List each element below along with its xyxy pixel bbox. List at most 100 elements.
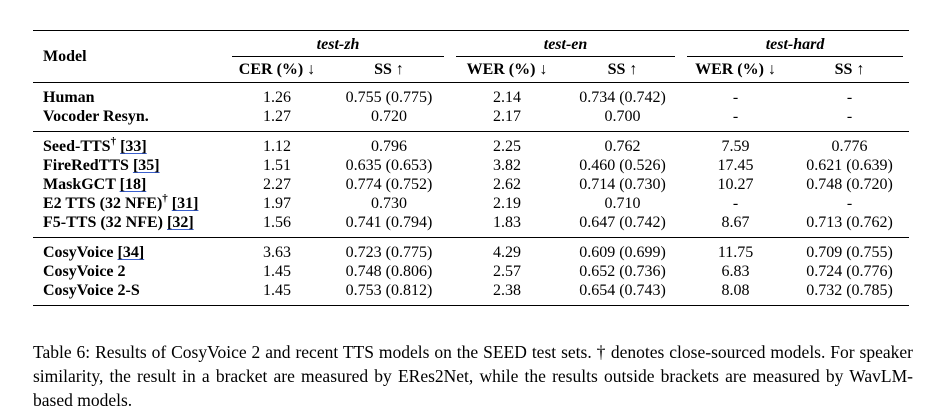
metric-cell: 2.19: [493, 195, 522, 212]
table-row: FireRedTTS [35] 1.51 0.635 (0.653) 3.82 0.46…: [33, 156, 909, 175]
metric-cell: 0.748 (0.720): [806, 176, 893, 193]
metric-cell: -: [846, 108, 853, 125]
metric-cell: 0.714 (0.730): [579, 176, 666, 193]
metric-cell: 1.45: [263, 263, 291, 280]
subheader-wer: WER (%) ↓: [466, 61, 548, 78]
model-name: F5-TTS (32 NFE): [43, 214, 163, 231]
metric-cell: 2.25: [450, 131, 565, 156]
subheader-cer: CER (%) ↓: [238, 61, 316, 78]
model-name: FireRedTTS: [43, 157, 129, 174]
model-name: E2 TTS (32 NFE): [43, 195, 163, 212]
metric-cell: 2.57: [493, 263, 522, 280]
citation-link[interactable]: [35]: [132, 157, 160, 174]
model-name-cell: CosyVoice 2-S: [33, 281, 226, 306]
model-name: Vocoder Resyn.: [43, 108, 149, 125]
model-name: Seed-TTS: [43, 138, 111, 155]
model-name: Human: [43, 89, 95, 106]
metric-cell: 4.29: [450, 237, 565, 262]
results-table-container: Model test-zh test-en test-hard CER (%) …: [33, 30, 910, 306]
model-name-cell: F5-TTS (32 NFE) [32]: [33, 213, 226, 238]
metric-cell: 0.730: [371, 195, 407, 212]
group-label: test-zh: [232, 35, 445, 57]
metric-cell: 0.732 (0.785): [790, 281, 910, 306]
metric-cell: 2.17: [493, 108, 522, 125]
closed-source-dagger: †: [162, 192, 168, 205]
metric-cell: 6.83: [721, 263, 750, 280]
metric-cell: 1.51: [263, 157, 291, 174]
group-label: test-hard: [687, 35, 904, 57]
model-name-cell: Vocoder Resyn.: [33, 107, 226, 132]
metric-cell: 0.652 (0.736): [579, 263, 666, 280]
metric-cell: 2.62: [493, 176, 522, 193]
metric-cell: 0.654 (0.743): [564, 281, 682, 306]
model-name: CosyVoice 2: [43, 263, 126, 280]
group-header-test-hard: test-hard: [681, 30, 910, 57]
metric-cell: 1.26: [226, 82, 328, 107]
metric-cell: 0.776: [790, 131, 910, 156]
metric-cell: 1.97: [263, 195, 291, 212]
table-row: Vocoder Resyn. 1.27 0.720 2.17 0.700 - -: [33, 107, 909, 132]
citation-link[interactable]: [32]: [167, 214, 194, 231]
model-name-cell: CosyVoice 2: [33, 262, 226, 281]
model-name: MaskGCT: [43, 176, 116, 193]
metric-cell: 0.647 (0.742): [579, 214, 666, 231]
model-name-cell: FireRedTTS [35]: [33, 156, 226, 175]
metric-cell: 8.67: [721, 214, 750, 231]
metric-cell: 17.45: [717, 157, 754, 174]
metric-cell: 0.635 (0.653): [345, 157, 433, 174]
metric-cell: 0.713 (0.762): [806, 214, 893, 231]
citation-link[interactable]: [33]: [120, 138, 147, 155]
model-name-cell: Human: [33, 82, 226, 107]
metric-cell: -: [732, 108, 739, 125]
metric-cell: 8.08: [681, 281, 791, 306]
citation-link[interactable]: [31]: [171, 195, 199, 212]
metric-cell: 10.27: [717, 176, 754, 193]
group-label: test-en: [456, 35, 676, 57]
metric-cell: -: [846, 195, 853, 212]
table-row: CosyVoice 2 1.45 0.748 (0.806) 2.57 0.652 (0…: [33, 262, 909, 281]
metric-cell: 1.45: [226, 281, 328, 306]
metric-cell: 7.59: [681, 131, 791, 156]
metric-cell: -: [681, 82, 791, 107]
table-body: Human 1.26 0.755 (0.775) 2.14 0.734 (0.742) -…: [33, 82, 910, 306]
metric-cell: 0.748 (0.806): [345, 263, 433, 280]
metric-cell: 0.734 (0.742): [564, 82, 682, 107]
metric-cell: 0.774 (0.752): [345, 176, 433, 193]
metric-cell: 0.609 (0.699): [564, 237, 682, 262]
metric-cell: 0.460 (0.526): [579, 157, 666, 174]
group-header-test-en: test-en: [450, 30, 682, 57]
metric-cell: 0.796: [328, 131, 451, 156]
metric-cell: 0.700: [604, 108, 641, 125]
metric-cell: 0.723 (0.775): [328, 237, 451, 262]
metric-cell: 0.621 (0.639): [806, 157, 893, 174]
metric-cell: 0.720: [371, 108, 407, 125]
metric-cell: 11.75: [681, 237, 791, 262]
metric-cell: 2.38: [450, 281, 565, 306]
metric-cell: 3.82: [493, 157, 522, 174]
metric-cell: 0.741 (0.794): [345, 214, 433, 231]
table-row: CosyVoice 2-S 1.45 0.753 (0.812) 2.38 0.654 …: [33, 281, 910, 306]
metric-cell: 1.27: [263, 108, 291, 125]
citation-link[interactable]: [18]: [119, 176, 147, 193]
table-row: E2 TTS (32 NFE)† [31] 1.97 0.730 2.19 0.710 -…: [33, 192, 909, 213]
subheader-ss: SS ↑: [607, 61, 638, 78]
model-name-cell: MaskGCT [18]: [33, 175, 226, 194]
subheader-wer: WER (%) ↓: [695, 61, 776, 78]
metric-cell: 1.12: [226, 131, 328, 156]
table-row: MaskGCT [18] 2.27 0.774 (0.752) 2.62 0.714 (…: [33, 175, 909, 194]
citation-link[interactable]: [34]: [117, 244, 145, 261]
group-header-test-zh: test-zh: [226, 30, 451, 57]
closed-source-dagger: †: [110, 135, 117, 148]
results-table: Model test-zh test-en test-hard CER (%) …: [33, 30, 910, 306]
metric-cell: 0.710: [604, 195, 641, 212]
model-name-cell: E2 TTS (32 NFE)† [31]: [33, 192, 226, 213]
subheader-ss: SS ↑: [374, 61, 404, 78]
metric-cell: 0.753 (0.812): [328, 281, 451, 306]
model-name: CosyVoice 2-S: [43, 282, 140, 299]
metric-cell: -: [732, 195, 739, 212]
metric-cell: 2.14: [450, 82, 565, 107]
table-row: Seed-TTS† [33] 1.12 0.796 2.25 0.762 7.59 0.77…: [33, 131, 910, 156]
model-name-cell: Seed-TTS† [33]: [33, 131, 226, 156]
subheader-ss: SS ↑: [834, 61, 865, 78]
metric-cell: -: [790, 82, 910, 107]
